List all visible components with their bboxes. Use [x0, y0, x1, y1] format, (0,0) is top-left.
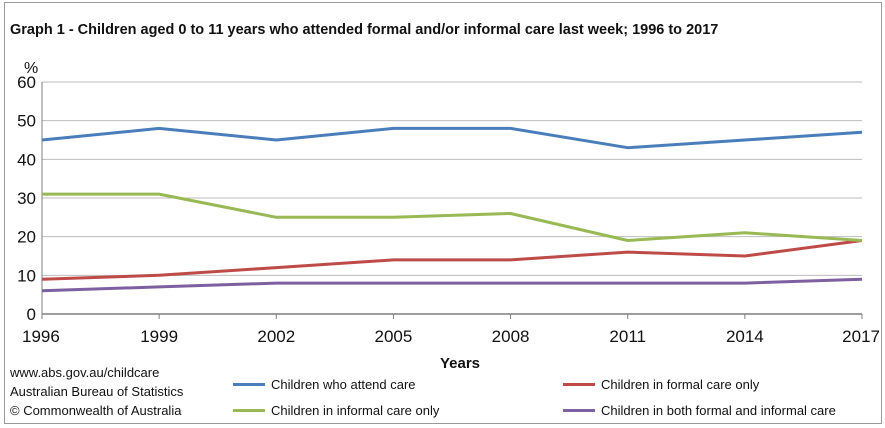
legend-swatch-informal-only: [233, 409, 265, 412]
legend-label-both: Children in both formal and informal car…: [601, 403, 836, 418]
source-url: www.abs.gov.au/childcare: [10, 365, 160, 380]
series-line-0: [41, 126, 863, 150]
series-line-2: [42, 192, 863, 242]
x-tick-label: 2008: [492, 327, 530, 346]
x-axis-label: Years: [440, 355, 480, 372]
series-lines: [41, 126, 863, 293]
y-tick-label: 40: [17, 150, 36, 169]
x-tick-label: 2017: [842, 327, 880, 346]
legend-label-formal-only: Children in formal care only: [601, 377, 760, 392]
source-copyright: © Commonwealth of Australia: [10, 403, 182, 418]
y-axis-label: %: [24, 60, 38, 77]
x-tick-label: 2014: [726, 327, 764, 346]
y-tick-label: 30: [17, 189, 36, 208]
legend-swatch-formal-only: [563, 383, 595, 386]
chart-title: Graph 1 - Children aged 0 to 11 years wh…: [10, 22, 719, 38]
gridlines: [41, 81, 863, 319]
legend-item-informal-only: Children in informal care only: [233, 403, 439, 418]
series-line-3: [41, 277, 863, 293]
x-tick-label: 2011: [609, 327, 646, 346]
y-tick-label: 10: [17, 266, 36, 285]
source-agency: Australian Bureau of Statistics: [10, 384, 184, 399]
legend-label-attend-care: Children who attend care: [271, 377, 416, 392]
legend-item-both: Children in both formal and informal car…: [563, 403, 836, 418]
legend-item-attend-care: Children who attend care: [233, 377, 416, 392]
x-tick-label: 2005: [375, 327, 413, 346]
x-tick-label: 1996: [22, 327, 60, 346]
legend-swatch-both: [563, 409, 595, 412]
y-tick-labels: 0 10 20 30 40 50 60: [17, 73, 36, 324]
legend-label-informal-only: Children in informal care only: [271, 403, 440, 418]
y-tick-label: 50: [17, 112, 36, 131]
chart-frame: [4, 2, 882, 424]
series-line-1: [41, 239, 863, 281]
x-tick-labels: 1996 1999 2002 2005 2008 2011 2014 2017: [22, 327, 880, 346]
legend-item-formal-only: Children in formal care only: [563, 377, 759, 392]
x-tick-label: 2002: [257, 327, 295, 346]
y-tick-label: 0: [27, 305, 36, 324]
legend-swatch-attend-care: [233, 383, 265, 386]
x-tick-label: 1999: [140, 327, 178, 346]
y-tick-label: 60: [17, 73, 36, 92]
y-tick-label: 20: [17, 228, 36, 247]
